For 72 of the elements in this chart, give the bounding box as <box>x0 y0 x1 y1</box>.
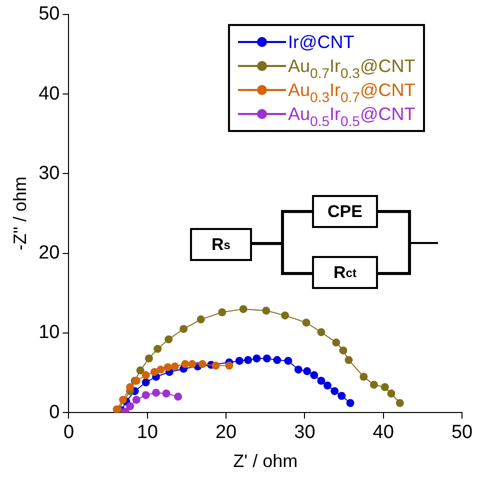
legend-label: Au$_{0.5}$Ir$_{0.5}$@CNT <box>288 103 416 129</box>
point <box>235 356 244 365</box>
point <box>132 396 140 404</box>
point <box>294 366 302 374</box>
point <box>303 367 312 376</box>
y-tick-label: 20 <box>38 242 60 264</box>
y-axis-title: -Z'' / ohm <box>10 176 30 250</box>
x-tick-label: 0 <box>63 422 74 444</box>
x-axis-title: Z' / ohm <box>233 451 298 472</box>
point <box>380 383 389 392</box>
point <box>330 387 339 396</box>
point <box>344 356 353 364</box>
point <box>119 396 128 404</box>
y-tick-label: 30 <box>38 162 60 184</box>
point <box>262 306 270 315</box>
point <box>174 392 182 401</box>
point <box>387 389 396 398</box>
point <box>225 362 234 370</box>
point <box>142 371 150 380</box>
point <box>317 328 326 336</box>
point <box>144 354 153 362</box>
point <box>181 360 190 368</box>
point <box>196 315 205 324</box>
point <box>360 372 368 381</box>
point <box>156 366 165 374</box>
x-tick-label: 10 <box>136 422 158 444</box>
point <box>170 362 179 370</box>
legend-label: Ir@CNT <box>288 31 354 54</box>
point <box>126 383 134 392</box>
point <box>262 354 271 362</box>
point <box>212 362 220 370</box>
y-tick-label: 0 <box>49 402 60 423</box>
point <box>154 344 162 353</box>
point <box>284 356 292 365</box>
point <box>332 338 340 347</box>
point <box>188 360 196 368</box>
y-tick-label: 10 <box>38 322 60 344</box>
x-tick-label: 30 <box>294 422 316 444</box>
point <box>180 324 188 333</box>
legend-label: Au$_{0.7}$Ir$_{0.3}$@CNT <box>288 55 416 81</box>
point <box>346 399 354 408</box>
point <box>273 356 282 364</box>
point <box>164 363 172 372</box>
x-tick-label: 20 <box>215 422 237 444</box>
point <box>252 354 261 362</box>
point <box>310 371 318 380</box>
legend-label: Au$_{0.3}$Ir$_{0.7}$@CNT <box>288 79 416 105</box>
point <box>324 382 332 390</box>
point <box>338 392 346 400</box>
annotation: CPE <box>312 195 378 228</box>
point <box>370 380 378 389</box>
point <box>317 376 326 385</box>
point <box>281 311 290 320</box>
point <box>244 356 252 364</box>
point <box>239 305 248 314</box>
x-tick-label: 40 <box>372 422 394 444</box>
point <box>162 389 170 398</box>
point <box>302 318 310 327</box>
point <box>126 402 134 410</box>
point <box>150 368 158 376</box>
point <box>218 308 226 316</box>
point <box>142 391 150 400</box>
point <box>136 366 144 374</box>
point <box>142 378 150 386</box>
point <box>396 399 404 408</box>
y-tick-label: 50 <box>38 4 60 25</box>
y-tick-label: 40 <box>38 83 60 104</box>
point <box>152 388 160 397</box>
point <box>164 335 173 344</box>
point <box>339 346 348 354</box>
point <box>198 360 206 368</box>
x-tick-label: 50 <box>451 422 473 444</box>
